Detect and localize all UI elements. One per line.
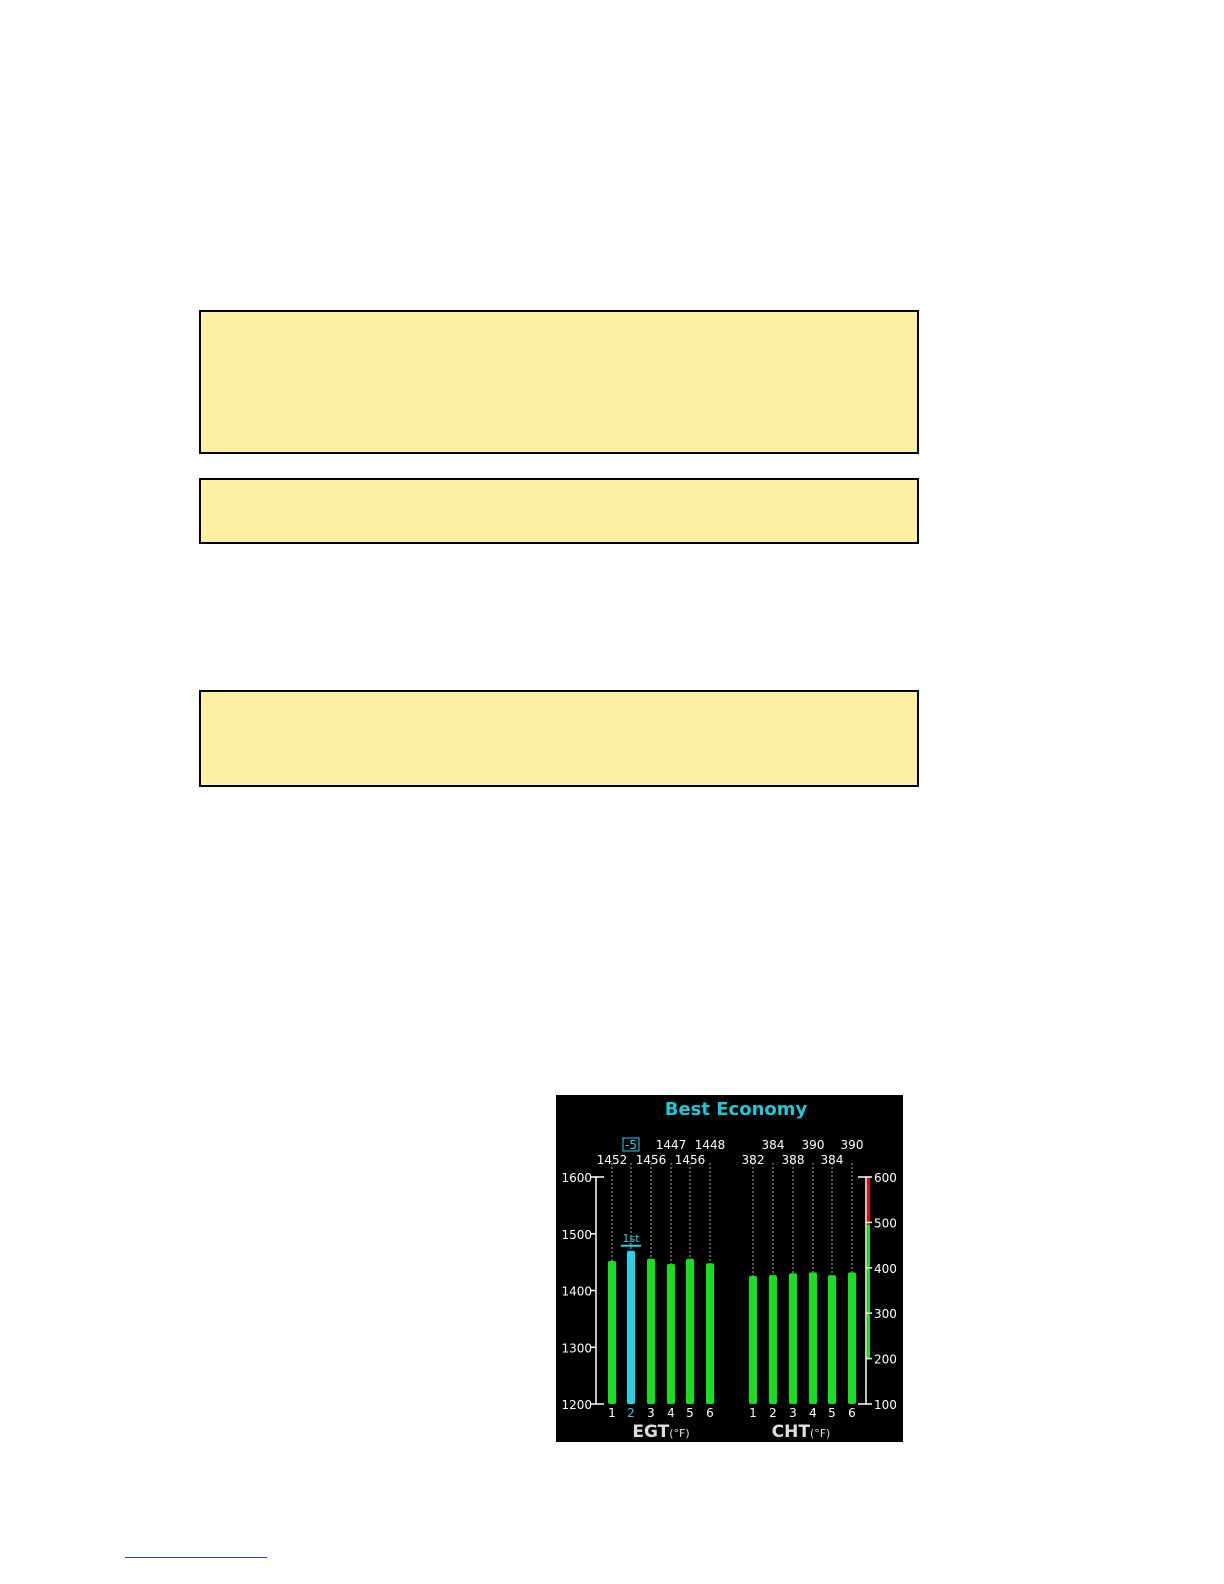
cht-label-text: CHT [772, 1422, 811, 1442]
cht-bar-5 [828, 1275, 836, 1404]
egt-cylinder-label: 1 [608, 1406, 616, 1420]
egt-readout-2: -5 [625, 1138, 637, 1152]
egt-label-text: EGT [632, 1422, 669, 1442]
cht-tick-label: 600 [874, 1171, 897, 1185]
cht-bar-1 [749, 1275, 757, 1404]
cht-bar-2 [769, 1275, 777, 1404]
egt-label: EGT(°F) [632, 1422, 689, 1442]
egt-readout-5: 1456 [675, 1153, 706, 1167]
cht-tick-label: 200 [874, 1353, 897, 1367]
egt-readout-1: 1452 [597, 1153, 628, 1167]
cht-tick-label: 500 [874, 1216, 897, 1230]
egt-readout-box [622, 1137, 640, 1152]
egt-bar-1 [608, 1260, 616, 1404]
cht-label: CHT(°F) [772, 1422, 831, 1442]
egt-tick-label: 1200 [561, 1398, 592, 1412]
egt-bar-4 [667, 1263, 675, 1404]
note-box-2 [199, 478, 919, 544]
egt-readout-3: 1456 [636, 1153, 667, 1167]
egt-tick-label: 1500 [561, 1228, 592, 1242]
cht-readout-4: 390 [802, 1138, 825, 1152]
egt-axis [595, 1176, 604, 1405]
cht-bar-6 [848, 1272, 856, 1404]
cht-readout-1: 382 [742, 1153, 765, 1167]
egt-tick-label: 1300 [561, 1341, 592, 1355]
cht-readout-6: 390 [841, 1138, 864, 1152]
footnote-separator [125, 1557, 267, 1558]
cht-readout-5: 384 [821, 1153, 844, 1167]
egt-readout-6: 1448 [695, 1138, 726, 1152]
cht-readout-3: 388 [782, 1153, 805, 1167]
egt-cylinder-label: 4 [667, 1406, 675, 1420]
egt-cylinder-label: 3 [647, 1406, 655, 1420]
egt-tick-label: 1400 [561, 1285, 592, 1299]
cht-axis [858, 1176, 867, 1405]
cht-cylinder-label: 6 [848, 1406, 856, 1420]
egt-cylinder-label: 5 [686, 1406, 694, 1420]
cht-readout-2: 384 [762, 1138, 785, 1152]
cht-bar-3 [789, 1273, 797, 1404]
egt-bar-3 [647, 1258, 655, 1404]
cht-tick-label: 400 [874, 1262, 897, 1276]
egt-cylinder-label: 2 [627, 1406, 635, 1420]
first-peak-marker: 1st [622, 1232, 640, 1245]
cht-cylinder-label: 2 [769, 1406, 777, 1420]
cht-chart: 600 500 400 300 200 100 1 382 2 384 3 388 4 390 5 384 6 3… [742, 1138, 897, 1420]
note-box-3 [199, 690, 919, 787]
note-box-1 [199, 310, 919, 454]
egt-chart: 1600 1500 1400 1300 1200 1 1452 2 -5 1st 3 1456 4 144… [561, 1137, 726, 1420]
display-title: Best Economy [665, 1099, 808, 1120]
egt-bar-6 [706, 1263, 714, 1404]
cht-tick-label: 100 [874, 1398, 897, 1412]
egt-readout-4: 1447 [656, 1138, 687, 1152]
egt-cylinder-label: 6 [706, 1406, 714, 1420]
cht-tick-label: 300 [874, 1307, 897, 1321]
egt-bar-5 [686, 1258, 694, 1404]
egt-tick-label: 1600 [561, 1171, 592, 1185]
cht-bar-4 [809, 1272, 817, 1404]
egt-bar-2 [627, 1250, 635, 1404]
egt-unit: (°F) [669, 1427, 689, 1440]
engine-temperature-display: Best Economy 16001500140013001200114522-… [556, 1095, 903, 1442]
cht-cylinder-label: 3 [789, 1406, 797, 1420]
cht-unit: (°F) [810, 1427, 830, 1440]
cht-cylinder-label: 4 [809, 1406, 817, 1420]
cht-cylinder-label: 5 [828, 1406, 836, 1420]
cht-scale-band [867, 1224, 870, 1359]
cht-scale-band [867, 1177, 870, 1225]
cht-cylinder-label: 1 [749, 1406, 757, 1420]
